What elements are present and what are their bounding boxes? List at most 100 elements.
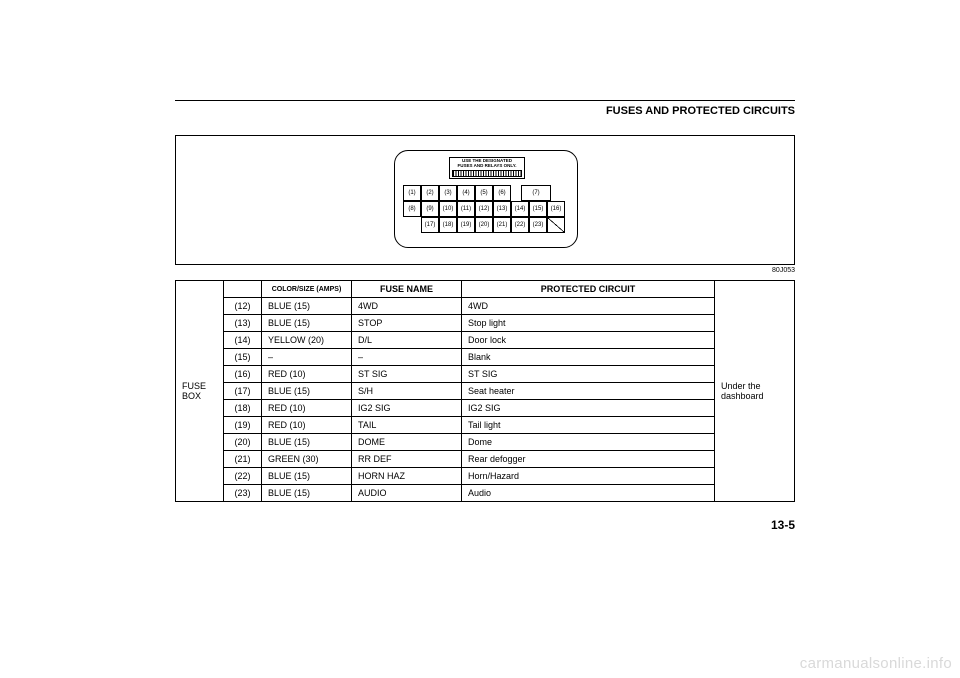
fusebox-outline: USE THE DESIGNATED FUSES AND RELAYS ONLY… [394, 150, 578, 248]
cell-color: BLUE (15) [262, 485, 352, 502]
cell-num: (13) [224, 315, 262, 332]
fuse-cell: (4) [457, 185, 475, 201]
cell-color: RED (10) [262, 366, 352, 383]
fuse-cell: (18) [439, 217, 457, 233]
fuse-cell: (3) [439, 185, 457, 201]
fuse-cell: (21) [493, 217, 511, 233]
cell-circuit: Rear defogger [462, 451, 715, 468]
fuse-cell: (2) [421, 185, 439, 201]
fuse-cell: (7) [521, 185, 551, 201]
cell-num: (23) [224, 485, 262, 502]
cell-name: ST SIG [352, 366, 462, 383]
fuse-grid: (1) (2) (3) (4) (5) (6) (7) (8) (9) (10)… [403, 185, 565, 233]
location-label: Under the dashboard [715, 281, 795, 502]
fusebox-warning-label: USE THE DESIGNATED FUSES AND RELAYS ONLY… [449, 157, 525, 179]
table-row: (23)BLUE (15)AUDIOAudio [176, 485, 795, 502]
fuse-cell: (20) [475, 217, 493, 233]
table-row: (19)RED (10)TAILTail light [176, 417, 795, 434]
cell-name: S/H [352, 383, 462, 400]
fuse-cell-spacer [403, 217, 421, 233]
fuse-puller-icon [452, 170, 522, 177]
table-row: (21)GREEN (30)RR DEFRear defogger [176, 451, 795, 468]
section-title: FUSES AND PROTECTED CIRCUITS [175, 105, 795, 117]
fuse-row-1: (1) (2) (3) (4) (5) (6) (7) [403, 185, 565, 201]
table-row: (16)RED (10)ST SIGST SIG [176, 366, 795, 383]
cell-circuit: Audio [462, 485, 715, 502]
col-header-name: FUSE NAME [352, 281, 462, 298]
cell-circuit: Blank [462, 349, 715, 366]
cell-num: (17) [224, 383, 262, 400]
cell-circuit: IG2 SIG [462, 400, 715, 417]
fuse-cell: (16) [547, 201, 565, 217]
table-row: (20)BLUE (15)DOMEDome [176, 434, 795, 451]
fuse-table: FUSE BOX COLOR/SIZE (AMPS) FUSE NAME PRO… [175, 280, 795, 502]
warning-line-2: FUSES AND RELAYS ONLY. [450, 164, 524, 169]
cell-name: – [352, 349, 462, 366]
page-number: 13-5 [771, 518, 795, 532]
cell-name: DOME [352, 434, 462, 451]
cell-color: BLUE (15) [262, 383, 352, 400]
table-row: (13)BLUE (15)STOPStop light [176, 315, 795, 332]
figure-id: 80J053 [175, 267, 795, 274]
cell-color: BLUE (15) [262, 298, 352, 315]
table-row: (22)BLUE (15)HORN HAZHorn/Hazard [176, 468, 795, 485]
fuse-cell: (12) [475, 201, 493, 217]
page-content: FUSES AND PROTECTED CIRCUITS USE THE DES… [175, 100, 795, 502]
cell-color: GREEN (30) [262, 451, 352, 468]
fuse-cell: (15) [529, 201, 547, 217]
fuse-row-3: (17) (18) (19) (20) (21) (22) (23) [403, 217, 565, 233]
cell-color: – [262, 349, 352, 366]
cell-circuit: ST SIG [462, 366, 715, 383]
fuse-cell: (14) [511, 201, 529, 217]
cell-circuit: Tail light [462, 417, 715, 434]
col-header-blank [224, 281, 262, 298]
cell-num: (14) [224, 332, 262, 349]
watermark: carmanualsonline.info [800, 655, 952, 672]
cell-color: RED (10) [262, 417, 352, 434]
cell-circuit: Dome [462, 434, 715, 451]
cell-num: (21) [224, 451, 262, 468]
fuse-cell: (6) [493, 185, 511, 201]
cell-name: 4WD [352, 298, 462, 315]
cell-name: RR DEF [352, 451, 462, 468]
cell-circuit: Stop light [462, 315, 715, 332]
cell-color: RED (10) [262, 400, 352, 417]
cell-color: BLUE (15) [262, 434, 352, 451]
fuse-cell: (17) [421, 217, 439, 233]
cell-num: (20) [224, 434, 262, 451]
cell-num: (18) [224, 400, 262, 417]
cell-circuit: Door lock [462, 332, 715, 349]
cell-num: (12) [224, 298, 262, 315]
fusebox-diagram-frame: USE THE DESIGNATED FUSES AND RELAYS ONLY… [175, 135, 795, 265]
cell-name: TAIL [352, 417, 462, 434]
cell-color: YELLOW (20) [262, 332, 352, 349]
fuse-cell: (19) [457, 217, 475, 233]
table-row: (14)YELLOW (20)D/LDoor lock [176, 332, 795, 349]
cell-color: BLUE (15) [262, 315, 352, 332]
cell-name: STOP [352, 315, 462, 332]
fuse-cell-empty [547, 217, 565, 233]
fuse-cell: (8) [403, 201, 421, 217]
fuse-row-2: (8) (9) (10) (11) (12) (13) (14) (15) (1… [403, 201, 565, 217]
fuse-box-label: FUSE BOX [176, 281, 224, 502]
fuse-cell: (5) [475, 185, 493, 201]
table-row: (15)––Blank [176, 349, 795, 366]
cell-name: HORN HAZ [352, 468, 462, 485]
fuse-cell: (23) [529, 217, 547, 233]
fuse-cell: (11) [457, 201, 475, 217]
header-rule [175, 100, 795, 101]
table-row: (18)RED (10)IG2 SIGIG2 SIG [176, 400, 795, 417]
col-header-color: COLOR/SIZE (AMPS) [262, 281, 352, 298]
cell-circuit: Seat heater [462, 383, 715, 400]
fuse-cell: (13) [493, 201, 511, 217]
cell-name: IG2 SIG [352, 400, 462, 417]
cell-name: AUDIO [352, 485, 462, 502]
cell-num: (16) [224, 366, 262, 383]
fuse-cell: (1) [403, 185, 421, 201]
col-header-circuit: PROTECTED CIRCUIT [462, 281, 715, 298]
fuse-cell: (9) [421, 201, 439, 217]
cell-circuit: 4WD [462, 298, 715, 315]
table-row: (12)BLUE (15)4WD4WD [176, 298, 795, 315]
fuse-cell: (22) [511, 217, 529, 233]
cell-num: (19) [224, 417, 262, 434]
